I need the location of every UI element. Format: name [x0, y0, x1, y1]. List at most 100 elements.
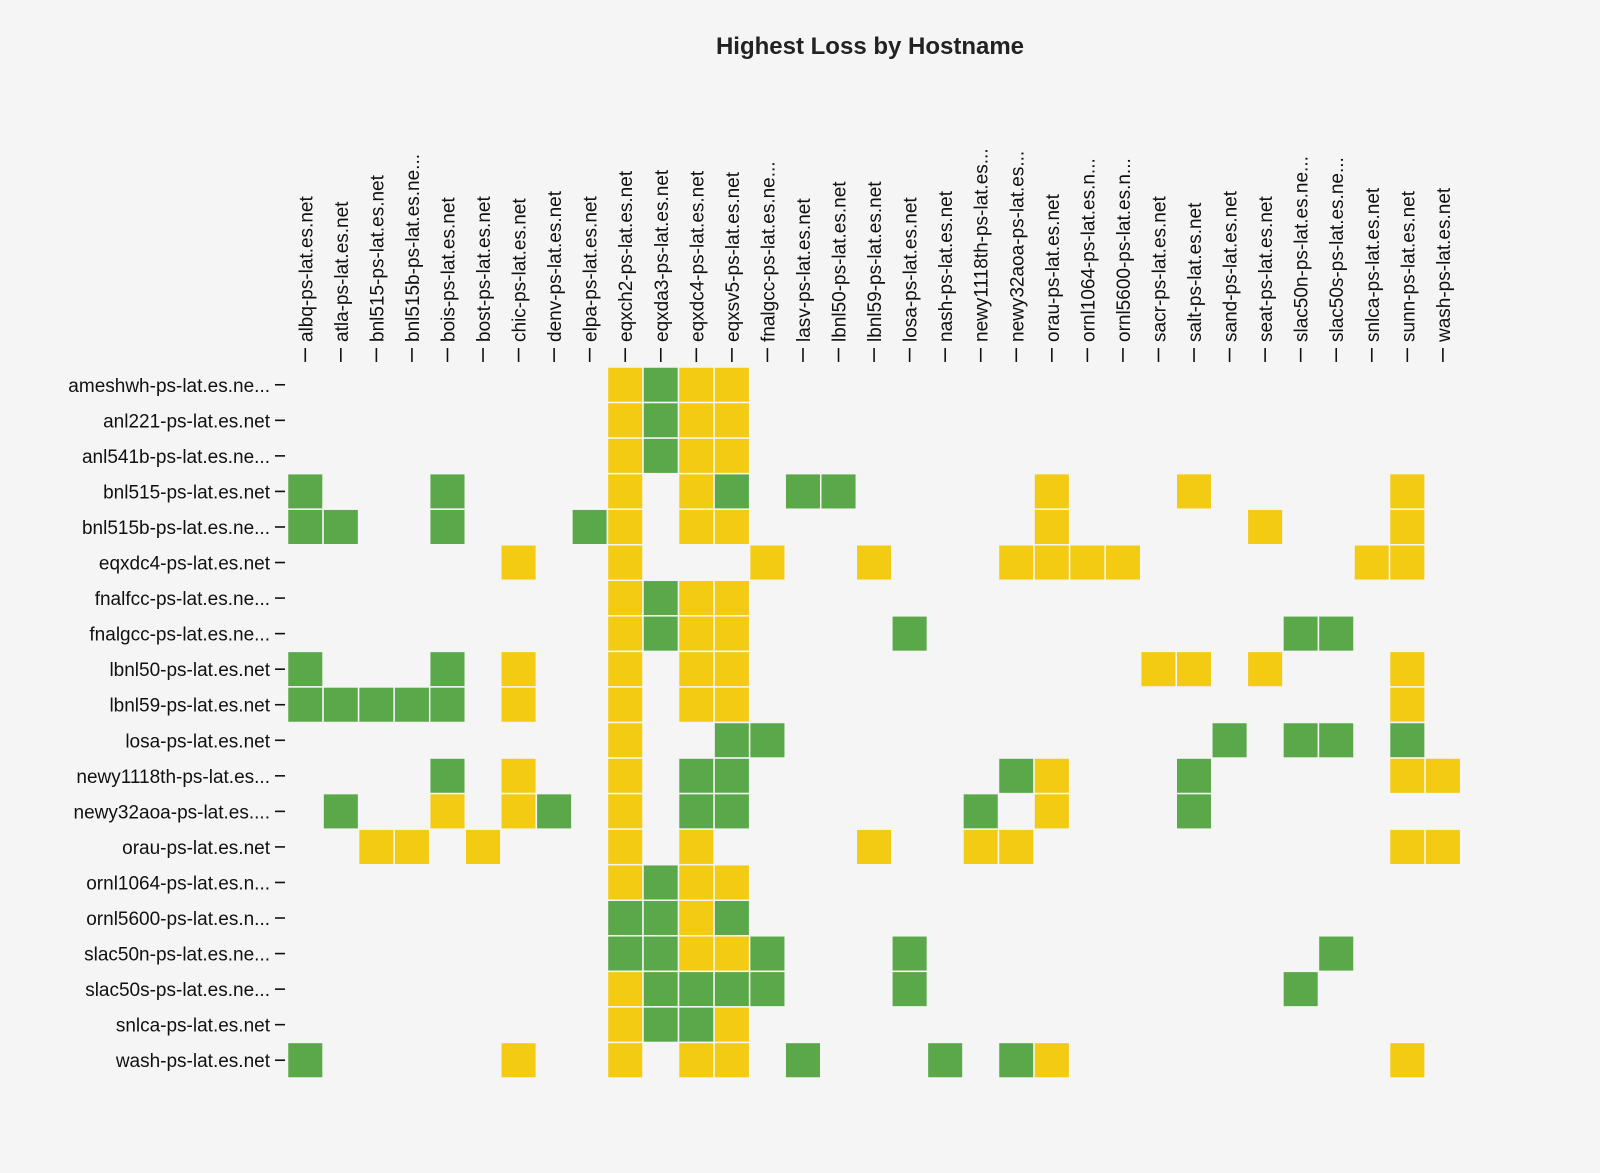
heatmap-cell: [891, 935, 929, 973]
heatmap-cell: [1388, 686, 1426, 724]
heatmap-cell: [535, 792, 573, 830]
heatmap-cell: [642, 863, 680, 902]
row-label: snlca-ps-lat.es.net: [116, 1016, 271, 1037]
heatmap-cell: [962, 828, 1000, 866]
heatmap-cell: [1033, 508, 1071, 546]
column-labels: albq-ps-lat.es.net atla-ps-lat.es.net bnl5…: [296, 148, 1455, 362]
heatmap-cell: [1388, 650, 1426, 688]
heatmap-cell: [1246, 508, 1284, 546]
heatmap-cell: [713, 508, 751, 546]
heatmap-cell: [1068, 544, 1106, 582]
heatmap-cell: [393, 828, 431, 866]
column-label: sunn-ps-lat.es.net: [1398, 190, 1419, 342]
heatmap-cell: [713, 472, 751, 510]
heatmap-cell: [1033, 792, 1071, 830]
heatmap-cell: [464, 828, 502, 866]
heatmap-cell: [926, 1041, 964, 1079]
heatmap-cell: [1388, 757, 1426, 795]
row-label: eqxdc4-ps-lat.es.net: [99, 554, 271, 575]
row-label: anl541b-ps-lat.es.ne...: [82, 447, 270, 468]
heatmap-cell: [606, 472, 644, 510]
column-label: newy1118th-ps-lat.es...: [972, 148, 993, 342]
column-label: slac50n-ps-lat.es.ne...: [1292, 156, 1313, 342]
heatmap-cell: [606, 1041, 644, 1079]
heatmap-cell: [1317, 721, 1355, 759]
heatmap-cell: [606, 970, 644, 1008]
heatmap-cell: [606, 1006, 644, 1044]
heatmap-cell: [1104, 544, 1142, 582]
row-label: losa-ps-lat.es.net: [125, 731, 270, 752]
heatmap-cell: [1317, 935, 1355, 973]
column-label: lasv-ps-lat.es.net: [794, 198, 815, 342]
column-label: lbnl50-ps-lat.es.net: [830, 181, 851, 342]
heatmap-cell: [713, 863, 751, 902]
heatmap-cell: [322, 792, 360, 830]
row-label: fnalfcc-ps-lat.es.ne...: [95, 589, 270, 610]
heatmap-cell: [677, 686, 715, 724]
heatmap-cell: [571, 508, 609, 546]
heatmap-cell: [1175, 650, 1213, 688]
row-label: anl221-ps-lat.es.net: [103, 411, 271, 432]
column-label: eqxch2-ps-lat.es.net: [616, 170, 637, 342]
heatmap-cell: [677, 650, 715, 688]
heatmap-cell: [322, 686, 360, 724]
column-label: atla-ps-lat.es.net: [332, 201, 353, 342]
heatmap-cell: [286, 686, 324, 724]
heatmap-cell: [322, 508, 360, 546]
heatmap-cell: [606, 401, 644, 439]
heatmap-cell: [855, 828, 893, 866]
heatmap-cell: [606, 863, 644, 902]
heatmap-cell: [642, 899, 680, 937]
row-label: bnl515-ps-lat.es.net: [103, 482, 271, 503]
column-label: fnalgcc-ps-lat.es.ne...: [758, 161, 779, 342]
heatmap-cell: [748, 970, 786, 1008]
heatmap-cell: [606, 686, 644, 724]
column-label: eqxda3-ps-lat.es.net: [652, 169, 673, 342]
heatmap-cell: [606, 544, 644, 582]
heatmap-cell: [642, 437, 680, 475]
column-label: seat-ps-lat.es.net: [1256, 196, 1277, 342]
heatmap-cell: [748, 544, 786, 582]
heatmap-cell: [286, 650, 324, 688]
heatmap-cell: [677, 828, 715, 866]
heatmap-cell: [642, 579, 680, 617]
heatmap-cell: [677, 1041, 715, 1079]
heatmap-cell: [1388, 472, 1426, 510]
heatmap-cell: [606, 366, 644, 404]
heatmap-cell: [713, 579, 751, 617]
heatmap-cell: [642, 366, 680, 404]
column-label: salt-ps-lat.es.net: [1185, 202, 1206, 342]
heatmap-cell: [855, 544, 893, 582]
heatmap-cell: [713, 792, 751, 830]
column-label: orau-ps-lat.es.net: [1043, 193, 1064, 342]
row-label: newy1118th-ps-lat.es...: [76, 767, 270, 788]
heatmap-cell: [677, 366, 715, 404]
column-label: sacr-ps-lat.es.net: [1149, 196, 1170, 342]
heatmap-cell: [677, 792, 715, 830]
column-label: chic-ps-lat.es.net: [510, 198, 531, 342]
heatmap-cell: [428, 508, 467, 546]
column-label: ornl5600-ps-lat.es.n...: [1114, 158, 1135, 342]
heatmap-cell: [891, 615, 929, 653]
heatmap-cell: [642, 401, 680, 439]
heatmap-cell: [1353, 544, 1391, 582]
chart-title: Highest Loss by Hostname: [716, 33, 1024, 60]
column-label: bois-ps-lat.es.net: [438, 197, 459, 342]
heatmap-cell: [428, 650, 467, 688]
column-label: slac50s-ps-lat.es.ne...: [1327, 157, 1348, 342]
column-label: bnl515-ps-lat.es.net: [367, 174, 388, 342]
heatmap-cell: [677, 863, 715, 902]
row-label: wash-ps-lat.es.net: [115, 1051, 271, 1072]
column-label: elpa-ps-lat.es.net: [581, 196, 602, 342]
column-label: bost-ps-lat.es.net: [474, 196, 495, 342]
heatmap-cell: [1246, 650, 1284, 688]
heatmap-cell: [784, 1041, 822, 1079]
heatmap-cell: [1388, 828, 1426, 866]
heatmap-cell: [677, 615, 715, 653]
heatmap-cell: [677, 899, 715, 937]
heatmap-cell: [1388, 544, 1426, 582]
heatmap-cell: [713, 757, 751, 795]
heatmap-cell: [713, 615, 751, 653]
column-label: losa-ps-lat.es.net: [901, 197, 922, 342]
heatmap-cell: [997, 828, 1035, 866]
